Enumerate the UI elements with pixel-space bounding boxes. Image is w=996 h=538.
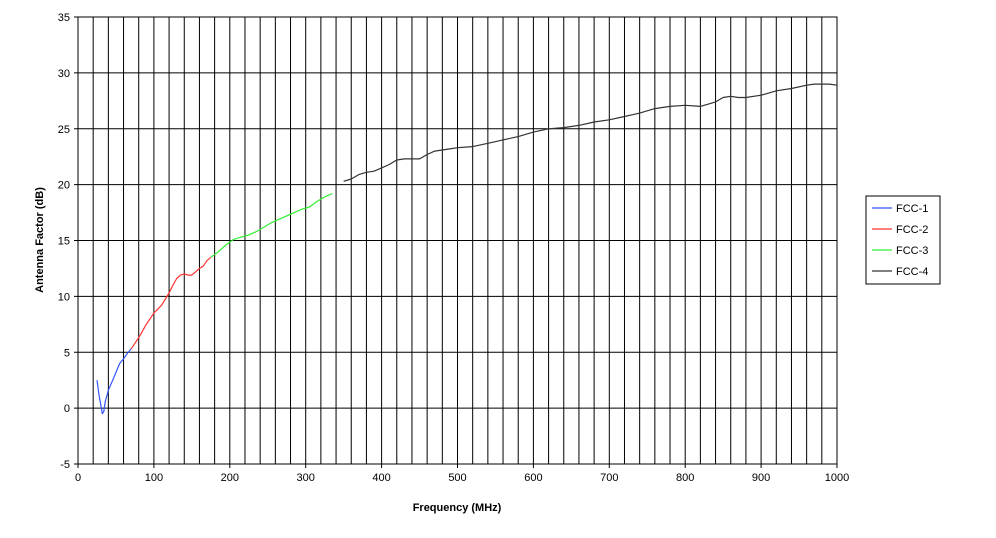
x-axis-tick-labels: 0 100 200 300 400 500 600 700 800 900 1000 [75, 464, 849, 484]
x-axis-title: Frequency (MHz) [413, 502, 502, 514]
y-tick-label: 0 [64, 403, 70, 415]
x-tick-label: 200 [221, 472, 239, 484]
legend-items: FCC-1 FCC-2 FCC-3 FCC-4 [872, 203, 928, 278]
y-tick-label: 10 [58, 291, 70, 303]
y-tick-label: 5 [64, 347, 70, 359]
y-tick-label: 25 [58, 124, 70, 136]
y-tick-label: -5 [60, 459, 70, 471]
x-tick-label: 1000 [825, 472, 849, 484]
x-tick-label: 700 [600, 472, 618, 484]
x-tick-label: 800 [676, 472, 694, 484]
y-axis-title: Antenna Factor (dB) [34, 187, 46, 293]
series-line-fcc-4 [343, 83, 838, 182]
x-tick-label: 0 [75, 472, 81, 484]
legend-box [865, 195, 941, 285]
y-tick-label: 35 [58, 12, 70, 24]
legend-label-fcc-4: FCC-4 [896, 266, 928, 278]
x-tick-label: 900 [752, 472, 770, 484]
legend: FCC-1 FCC-2 FCC-3 FCC-4 [865, 195, 941, 285]
x-tick-label: 300 [297, 472, 315, 484]
legend-label-fcc-2: FCC-2 [896, 224, 928, 236]
y-axis-tick-labels: -5 0 5 10 15 20 25 30 35 [58, 12, 78, 471]
y-tick-label: 20 [58, 180, 70, 192]
series-line-fcc-1 [96, 348, 132, 415]
y-tick-label: 30 [58, 68, 70, 80]
x-tick-label: 100 [145, 472, 163, 484]
series-line-fcc-3 [210, 193, 333, 258]
y-tick-label: 15 [58, 236, 70, 248]
x-tick-label: 600 [524, 472, 542, 484]
series-line-fcc-2 [130, 256, 212, 350]
legend-label-fcc-1: FCC-1 [896, 203, 928, 215]
x-tick-label: 500 [448, 472, 466, 484]
series-lines [96, 83, 838, 415]
legend-label-fcc-3: FCC-3 [896, 245, 928, 257]
x-tick-label: 400 [372, 472, 390, 484]
